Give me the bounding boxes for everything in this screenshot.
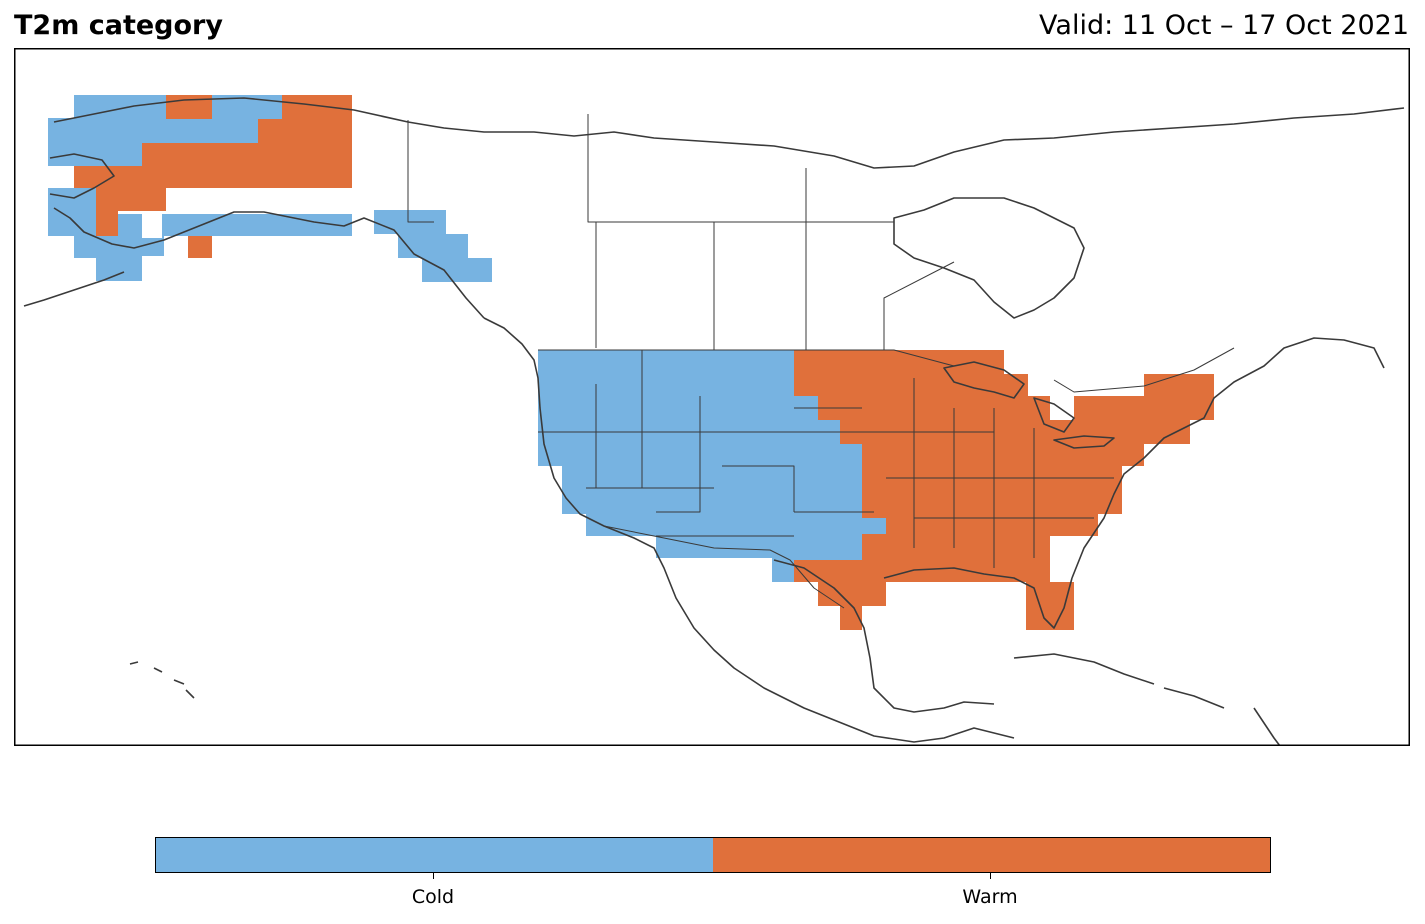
gulf-coastline [773, 559, 1073, 713]
hudson-bay-coastline [893, 197, 1085, 319]
caribbean-coastline [1013, 653, 1281, 746]
colorbar-label-cold: Cold [411, 886, 455, 908]
us-mexico-border [603, 525, 845, 609]
political-borders [407, 114, 1235, 609]
us-canada-border [407, 120, 1235, 393]
colorbar-label-warm: Warm [962, 886, 1018, 908]
colorbar-tick-warm [990, 873, 991, 879]
cold-region-panhandle [374, 210, 492, 282]
map-border [14, 48, 1410, 746]
hawaii-coastline [129, 661, 195, 699]
cold-region-alaska [48, 95, 352, 281]
warm-region-alaska [74, 95, 352, 258]
map-title: T2m category [14, 10, 223, 41]
valid-period-label: Valid: 11 Oct – 17 Oct 2021 [1039, 10, 1409, 41]
map-canvas [14, 48, 1410, 746]
us-state-borders [538, 350, 1114, 568]
alaska-coastline [23, 97, 485, 319]
arctic-coastline [407, 107, 1405, 169]
atlantic-coastline [1071, 337, 1385, 579]
warm-region-east-conus [794, 350, 1214, 630]
category-colorbar [155, 837, 1271, 873]
colorbar-tick-cold [433, 873, 434, 879]
map-panel [14, 48, 1410, 746]
coastlines [23, 97, 1405, 746]
colorbar-warm-swatch [713, 838, 1270, 872]
canada-province-borders [587, 114, 955, 350]
colorbar-cold-swatch [156, 838, 713, 872]
pacific-coastline [483, 317, 1015, 743]
great-lakes-coastline [943, 361, 1115, 449]
